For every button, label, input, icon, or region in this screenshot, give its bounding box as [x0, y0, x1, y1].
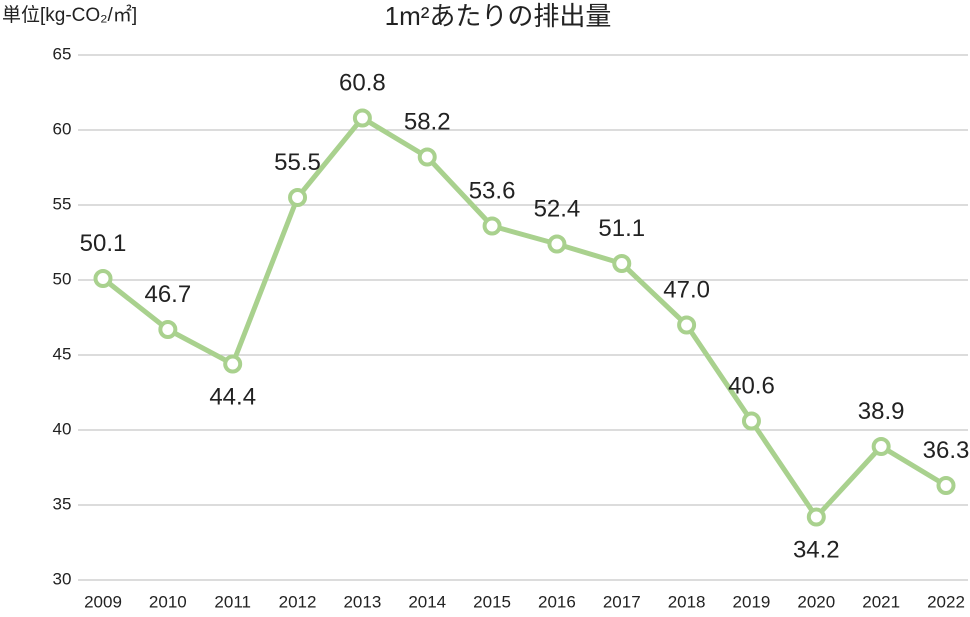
data-label: 47.0 [663, 276, 710, 303]
data-line [101, 115, 948, 520]
x-tick-label: 2019 [733, 592, 771, 611]
data-point [288, 188, 308, 207]
data-point [677, 315, 697, 335]
data-label: 50.1 [80, 230, 127, 257]
data-point [806, 507, 826, 527]
y-tick-label: 50 [53, 269, 72, 288]
data-point [612, 254, 632, 273]
data-point [223, 354, 243, 374]
x-tick-label: 2011 [214, 592, 251, 611]
data-point [417, 147, 437, 167]
data-point [158, 320, 178, 339]
data-label: 60.8 [339, 69, 386, 96]
x-tick-label: 2015 [473, 592, 511, 611]
y-tick-label: 40 [53, 419, 72, 438]
data-label: 51.1 [598, 215, 645, 242]
data-point [93, 269, 113, 288]
x-tick-label: 2014 [408, 592, 446, 611]
data-point [871, 437, 891, 456]
x-tick-label: 2016 [538, 592, 576, 611]
data-label: 55.5 [274, 149, 321, 176]
y-tick-label: 60 [53, 119, 72, 138]
x-tick-label: 2013 [343, 592, 381, 611]
data-label: 53.6 [469, 177, 516, 204]
data-label: 40.6 [728, 372, 775, 399]
y-tick-label: 35 [53, 494, 72, 513]
x-tick-label: 2022 [927, 592, 965, 611]
x-tick-label: 2021 [862, 592, 900, 611]
data-label: 46.7 [144, 281, 191, 308]
x-tick-label: 2009 [84, 592, 122, 611]
data-label: 38.9 [858, 398, 905, 425]
data-label: 52.4 [534, 195, 581, 222]
x-tick-label: 2010 [149, 592, 187, 611]
data-label: 44.4 [209, 383, 256, 410]
data-label: 36.3 [923, 437, 970, 464]
chart-title: 1m²あたりの排出量 [385, 1, 612, 31]
data-point [352, 108, 372, 128]
x-tick-label: 2020 [797, 592, 835, 611]
x-tick-label: 2017 [603, 592, 641, 611]
x-tick-label: 2012 [279, 592, 317, 611]
y-tick-label: 30 [53, 569, 72, 588]
data-point [741, 411, 761, 431]
y-tick-label: 55 [53, 194, 72, 213]
data-point [482, 216, 502, 236]
data-point [547, 234, 567, 254]
data-point [936, 476, 956, 495]
data-label: 58.2 [404, 108, 451, 135]
x-tick-label: 2018 [668, 592, 706, 611]
y-tick-label: 45 [53, 344, 72, 363]
y-tick-label: 65 [53, 44, 72, 63]
data-label: 34.2 [793, 536, 840, 563]
y-axis-label: 単位[kg-CO₂/㎡] [2, 3, 137, 26]
